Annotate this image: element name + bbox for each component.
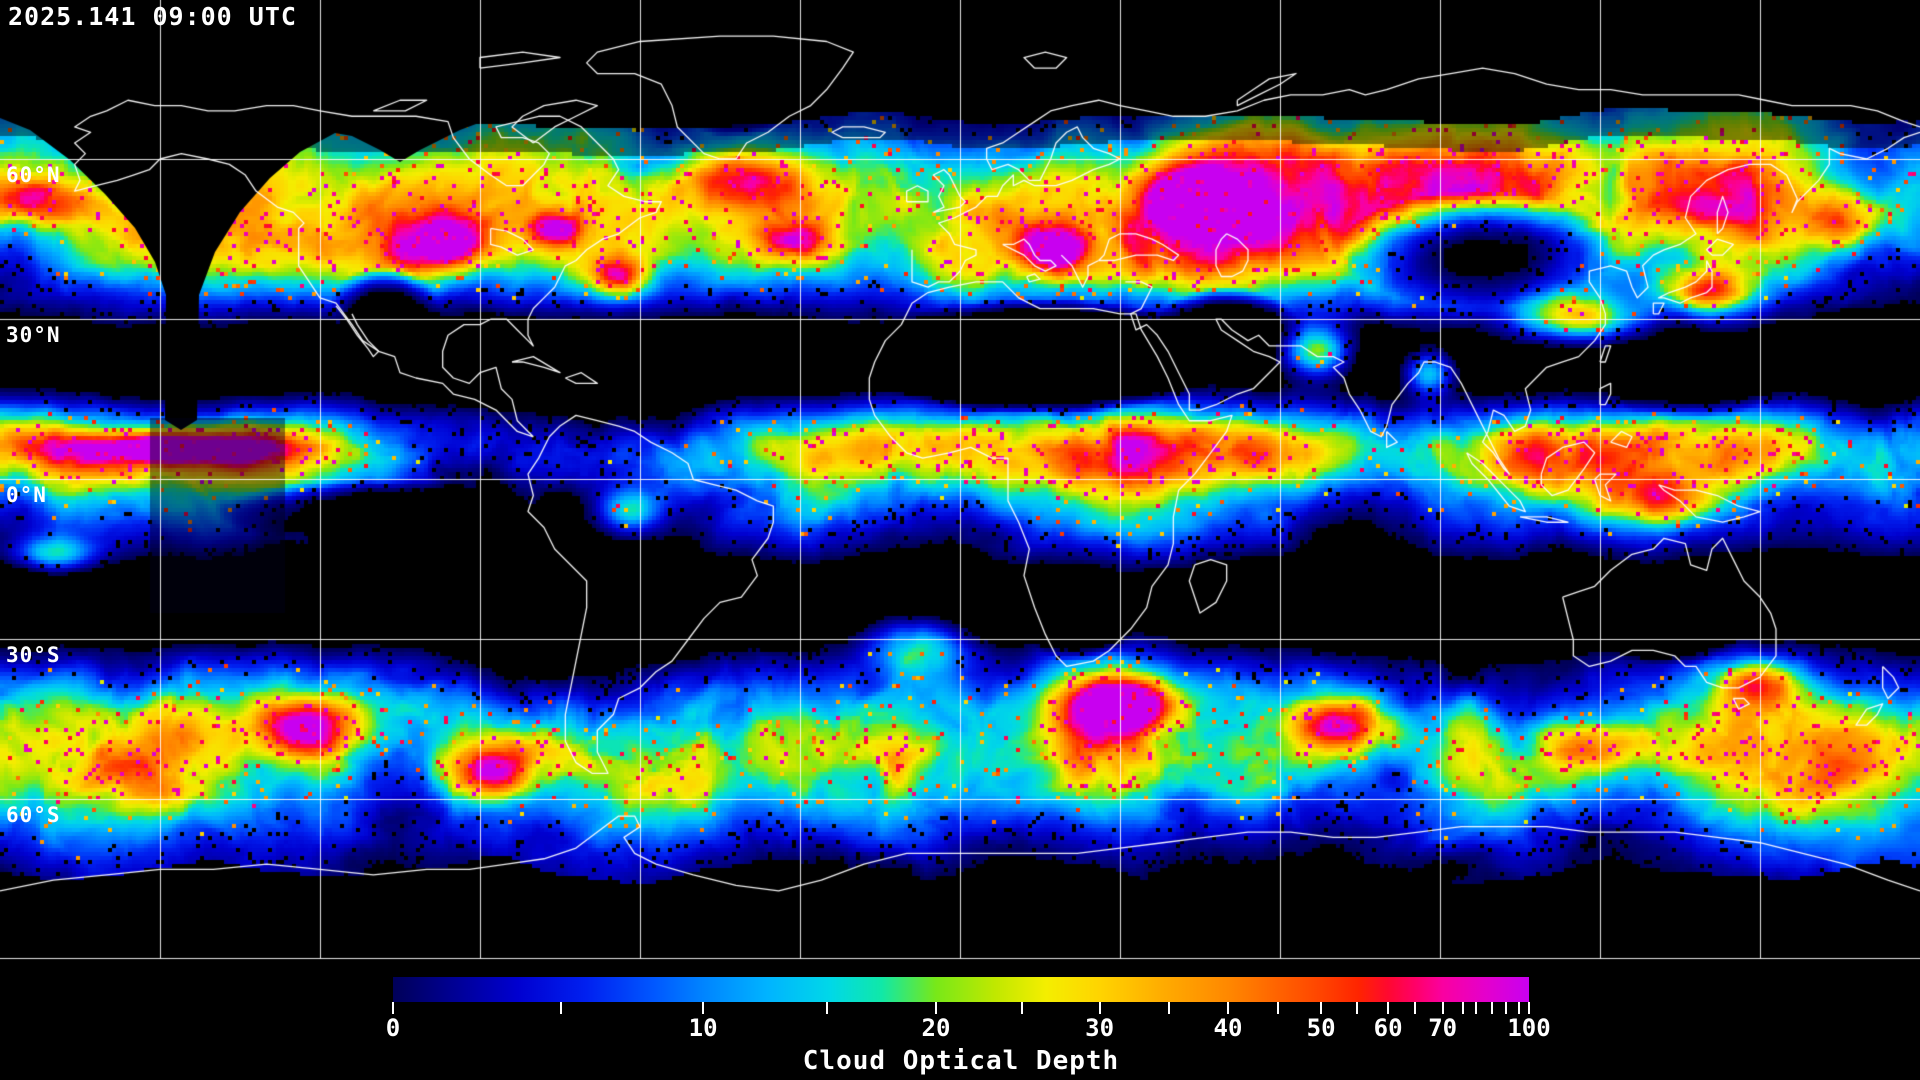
colorbar-tick-5 [560, 1002, 563, 1014]
timestamp: 2025.141 09:00 UTC [8, 2, 297, 31]
colorbar-tick-0 [392, 1002, 394, 1014]
colorbar-title: Cloud Optical Depth [802, 1046, 1120, 1076]
lat-label-4: 60°S [6, 803, 61, 827]
colorbar-tick-label-100: 100 [1507, 1014, 1551, 1042]
colorbar-tick-70 [1441, 1002, 1444, 1014]
lat-label-1: 30°N [6, 323, 61, 347]
colorbar-tick-10 [702, 1002, 705, 1014]
lat-label-0: 60°N [6, 163, 61, 187]
colorbar-tick-30 [1098, 1002, 1101, 1014]
colorbar-tick-25 [1021, 1002, 1024, 1014]
world-cloud-map [0, 0, 1920, 960]
colorbar-tick-label-30: 30 [1085, 1014, 1115, 1042]
colorbar-gradient [393, 977, 1529, 1002]
colorbar-tick-15 [825, 1002, 828, 1014]
colorbar-tick-label-70: 70 [1428, 1014, 1458, 1042]
colorbar-tick-40 [1226, 1002, 1229, 1014]
colorbar-tick-95 [1517, 1002, 1520, 1014]
colorbar-tick-65 [1414, 1002, 1417, 1014]
colorbar-tick-80 [1474, 1002, 1477, 1014]
colorbar-tick-50 [1320, 1002, 1323, 1014]
colorbar-tick-85 [1490, 1002, 1493, 1014]
colorbar-tick-20 [935, 1002, 937, 1014]
lat-label-2: 0°N [6, 483, 47, 507]
colorbar-tick-60 [1387, 1002, 1390, 1014]
colorbar-tick-45 [1276, 1002, 1279, 1014]
colorbar-tick-90 [1505, 1002, 1508, 1014]
colorbar-tick-label-20: 20 [921, 1014, 951, 1042]
colorbar-tick-35 [1167, 1002, 1170, 1014]
colorbar-tick-label-40: 40 [1213, 1014, 1243, 1042]
lat-label-3: 30°S [6, 643, 61, 667]
colorbar-tick-label-0: 0 [385, 1014, 401, 1042]
colorbar-tick-label-60: 60 [1373, 1014, 1403, 1042]
colorbar-tick-label-10: 10 [688, 1014, 718, 1042]
colorbar-tick-55 [1356, 1002, 1359, 1014]
colorbar-tick-100 [1528, 1002, 1530, 1014]
colorbar-tick-75 [1462, 1002, 1465, 1014]
colorbar-tick-label-50: 50 [1306, 1014, 1336, 1042]
